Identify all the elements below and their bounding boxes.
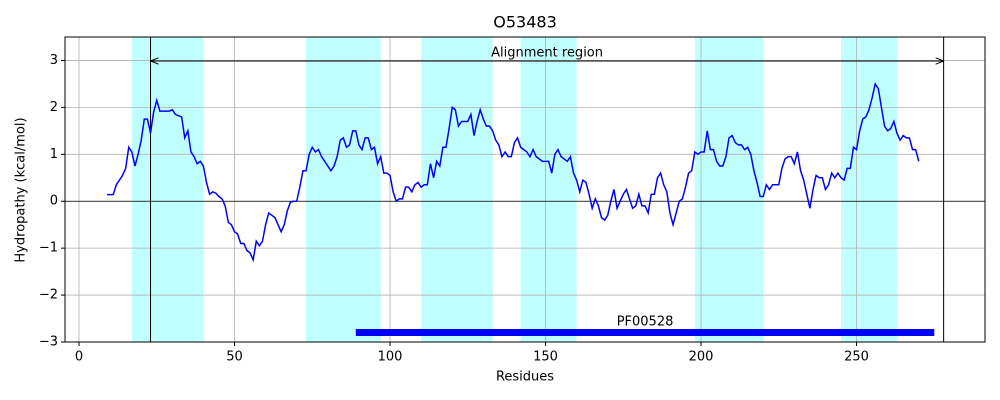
y-tick-label: 1 <box>50 147 58 162</box>
shaded-region <box>694 37 764 342</box>
shaded-region <box>306 37 381 342</box>
y-tick-label: 2 <box>50 100 58 115</box>
shaded-region <box>520 37 577 342</box>
x-axis-label: Residues <box>496 370 554 385</box>
x-tick-label: 50 <box>226 350 243 365</box>
domain-label: PF00528 <box>617 315 674 330</box>
alignment-label: Alignment region <box>491 46 603 61</box>
plot-frame <box>64 36 986 343</box>
x-tick-label: 0 <box>75 350 83 365</box>
y-tick-label: −2 <box>39 288 58 303</box>
shaded-region <box>131 37 204 342</box>
y-tick-label: −1 <box>39 241 58 256</box>
x-tick-label: 100 <box>378 350 403 365</box>
shaded-region <box>840 37 897 342</box>
x-tick-label: 200 <box>689 350 714 365</box>
y-tick-label: −3 <box>39 335 58 350</box>
y-tick-label: 0 <box>50 194 58 209</box>
chart-title: O53483 <box>493 13 557 32</box>
domain-bar <box>355 329 935 336</box>
x-tick-label: 250 <box>844 350 869 365</box>
y-axis-label: Hydropathy (kcal/mol) <box>14 117 29 262</box>
hydropathy-line <box>106 82 920 263</box>
shaded-region <box>421 37 493 342</box>
x-tick-label: 150 <box>533 350 558 365</box>
y-tick-label: 3 <box>50 53 58 68</box>
